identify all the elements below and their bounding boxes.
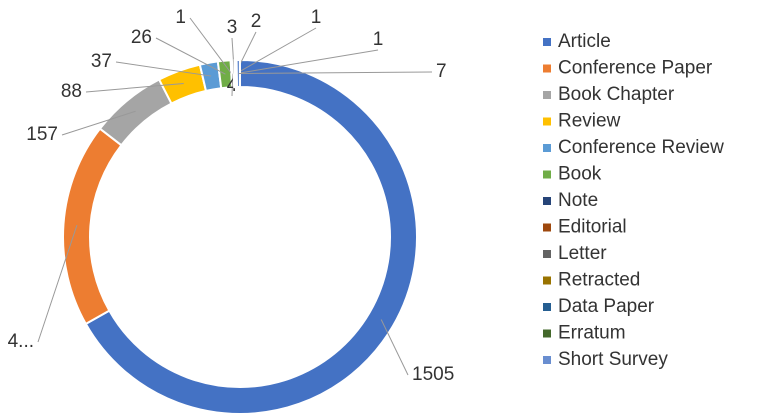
data-label: 157 <box>26 124 58 145</box>
legend-label: Note <box>558 190 598 211</box>
data-label: 1 <box>311 7 322 28</box>
data-label: 1 <box>175 7 186 28</box>
donut-slice <box>235 58 241 89</box>
legend-label: Conference Paper <box>558 58 713 79</box>
data-label: 26 <box>131 27 152 48</box>
leader-line <box>155 37 226 75</box>
legend-label: Article <box>558 31 611 52</box>
leader-line <box>236 49 379 75</box>
leader-line <box>85 83 184 93</box>
leader-line <box>231 73 234 97</box>
data-label: 3 <box>227 17 238 38</box>
leader-line <box>380 319 409 376</box>
donut-slice <box>62 127 123 326</box>
legend-marker <box>543 117 551 126</box>
data-label: 37 <box>91 51 112 72</box>
legend-marker <box>543 356 551 364</box>
legend-marker <box>543 64 551 73</box>
legend-label: Retracted <box>558 270 640 291</box>
legend-label: Letter <box>558 243 607 264</box>
legend-marker <box>543 170 551 179</box>
data-label: 2 <box>251 11 262 32</box>
data-label: 4... <box>8 331 34 352</box>
leader-line <box>61 110 136 136</box>
legend-label: Book <box>558 164 602 185</box>
data-label: 7 <box>436 61 447 82</box>
legend-marker <box>543 250 551 258</box>
leader-line <box>115 61 212 77</box>
legend-marker <box>543 38 551 46</box>
legend-label: Review <box>558 111 621 132</box>
legend-label: Erratum <box>558 323 626 344</box>
leader-line <box>189 17 232 75</box>
legend-label: Data Paper <box>558 296 655 317</box>
donut-slice <box>84 58 418 415</box>
legend-label: Short Survey <box>558 349 668 370</box>
data-label: 88 <box>61 81 82 102</box>
data-label: 4 <box>227 75 238 96</box>
data-label: 1505 <box>412 364 454 385</box>
legend-marker <box>543 91 551 99</box>
legend-label: Conference Review <box>558 137 724 158</box>
legend-marker <box>543 276 551 285</box>
legend-marker <box>543 329 551 338</box>
legend-label: Editorial <box>558 217 627 238</box>
legend-marker <box>543 303 551 311</box>
data-label: 1 <box>373 29 384 50</box>
legend-marker <box>543 144 551 152</box>
leader-line <box>37 224 78 343</box>
legend-marker <box>543 197 551 205</box>
legend-marker <box>543 223 551 232</box>
leader-line <box>235 27 317 74</box>
legend-label: Book Chapter <box>558 84 675 105</box>
leader-line <box>238 71 433 75</box>
